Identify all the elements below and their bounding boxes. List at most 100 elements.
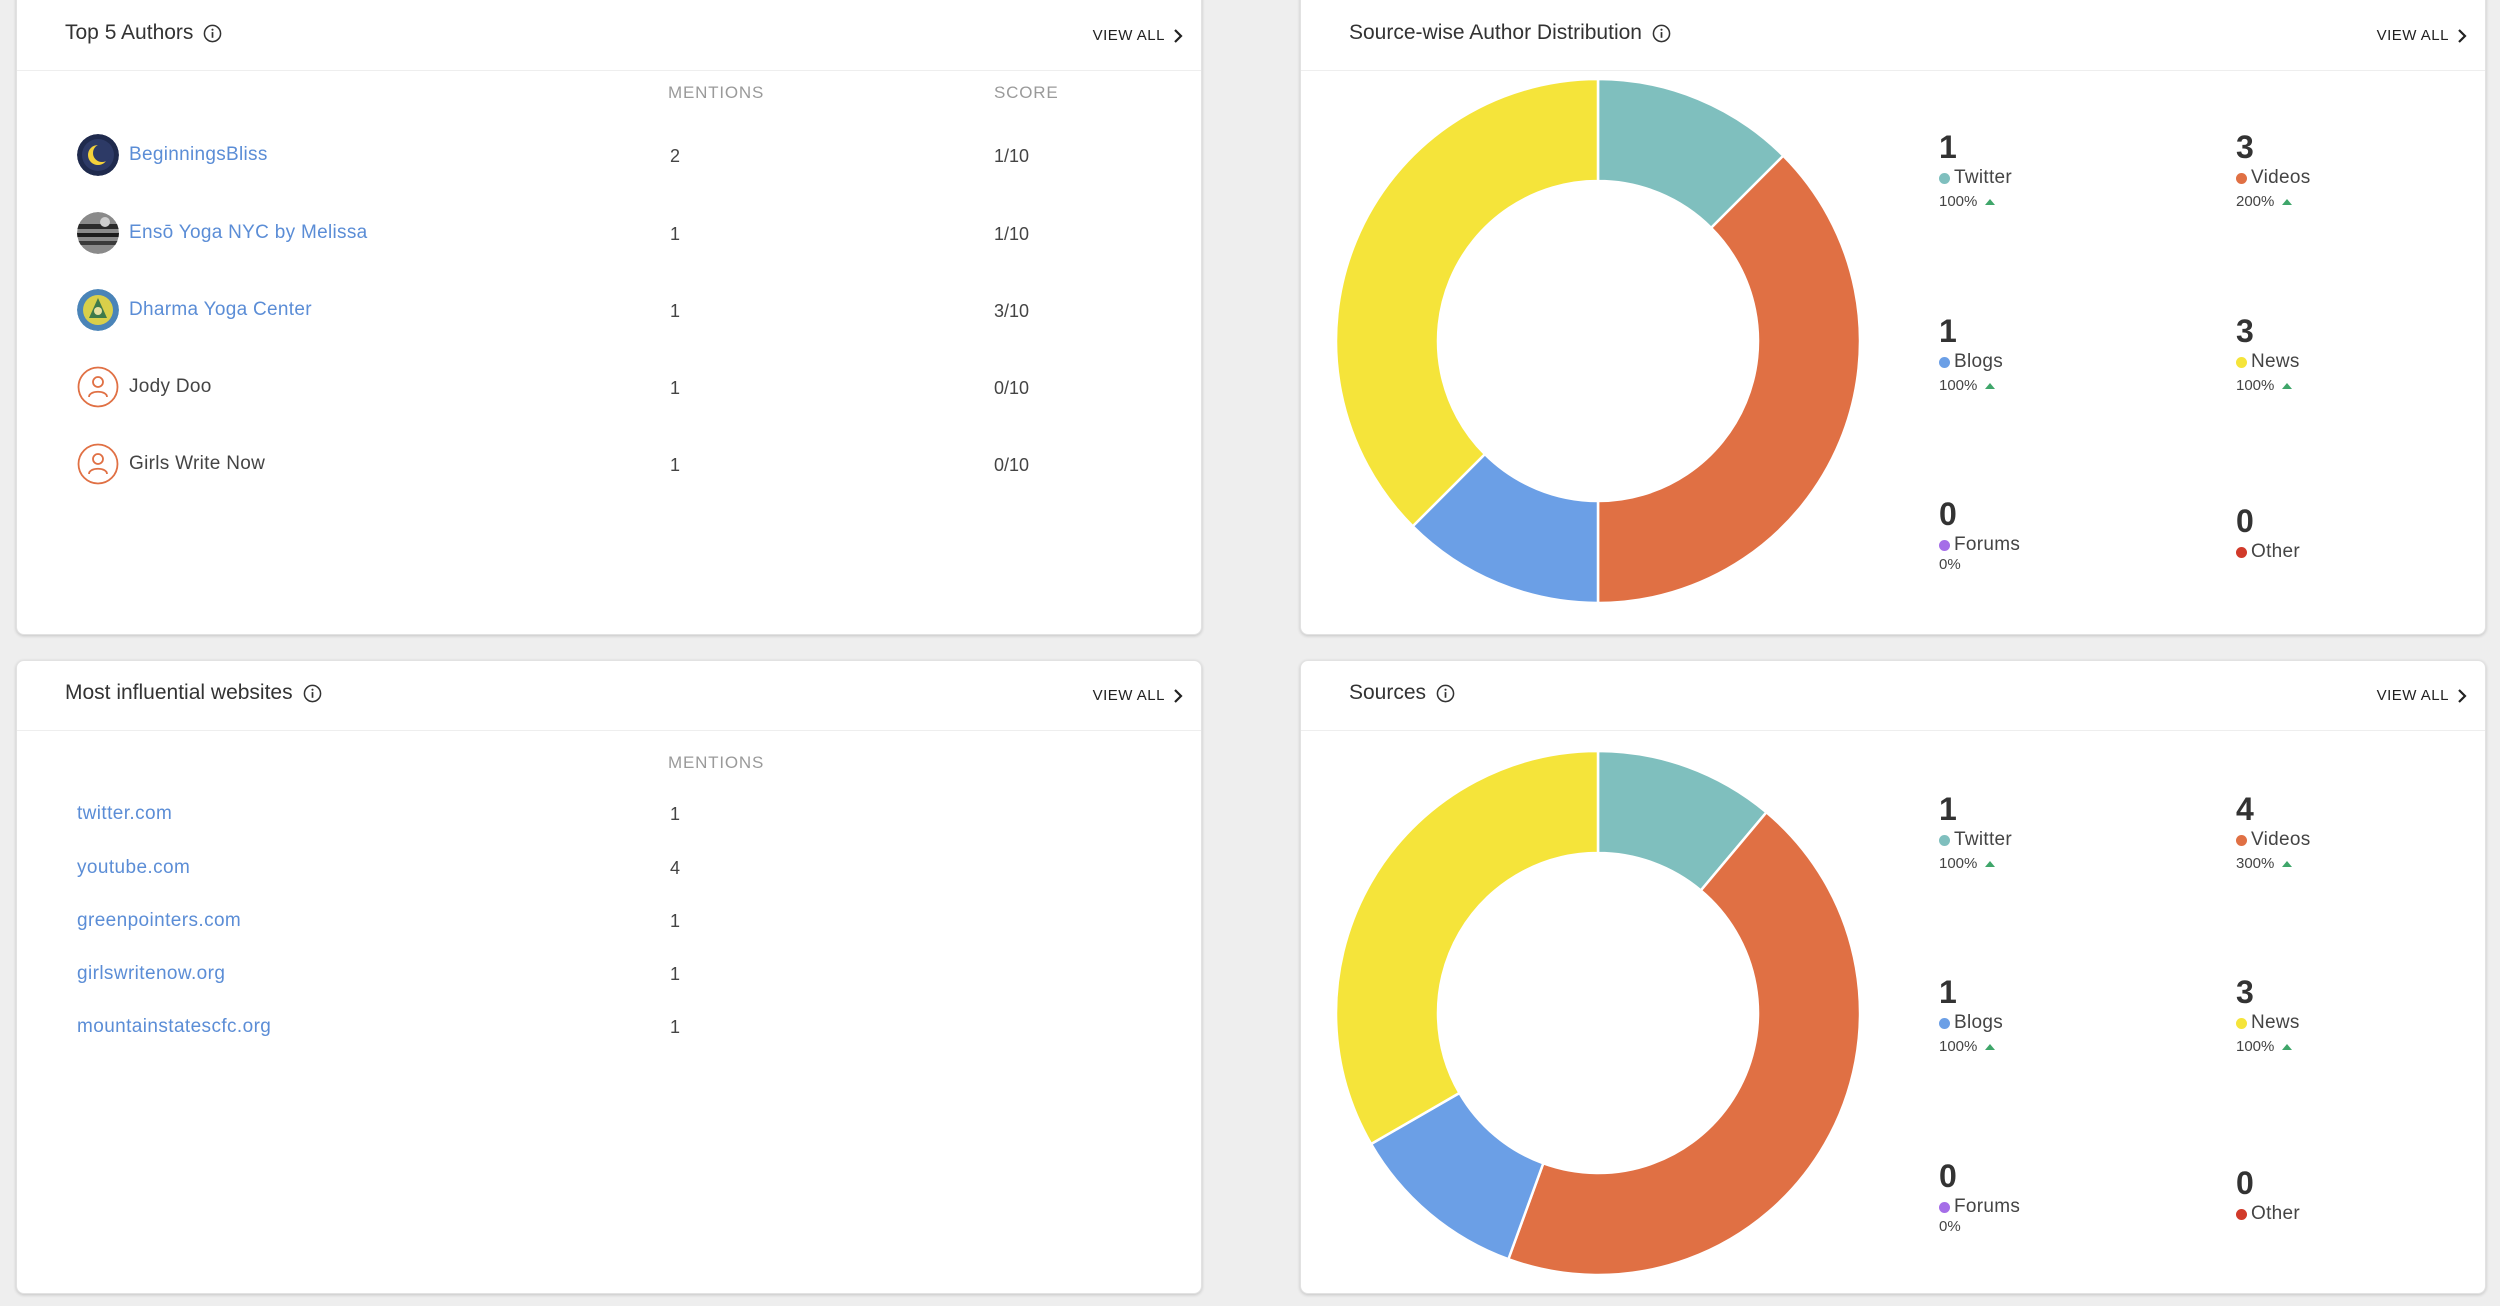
forums-dot-icon <box>1939 539 1950 551</box>
card-header: Sources VIEW ALL <box>1301 661 2485 731</box>
legend-label: Blogs <box>1954 351 2004 372</box>
legend-percent: 100% <box>1939 193 1978 210</box>
author-distribution-card: Source-wise Author Distribution VIEW ALL… <box>1300 0 2486 635</box>
author-mentions: 1 <box>670 224 681 244</box>
view-all-button[interactable]: VIEW ALL <box>1093 687 1183 704</box>
info-icon[interactable] <box>1436 684 1455 703</box>
chevron-right-icon <box>2458 28 2467 43</box>
influential-websites-card: Most influential websites VIEW ALL MENTI… <box>16 660 1202 1294</box>
legend-percent: 0% <box>1939 1218 1961 1235</box>
author-score: 3/10 <box>994 301 1030 321</box>
donut-slice-videos[interactable] <box>1596 153 1862 605</box>
info-icon[interactable] <box>303 684 322 703</box>
photo-avatar <box>77 212 119 254</box>
website-link[interactable]: youtube.com <box>77 857 191 878</box>
trend-up-icon <box>1985 1043 1996 1050</box>
legend-item-twitter: 1 Twitter 100% <box>1939 129 2139 210</box>
table-row[interactable]: BeginningsBliss <box>77 134 268 176</box>
author-distribution-title: Source-wise Author Distribution <box>1349 21 1642 44</box>
trend-up-icon <box>2282 860 2293 867</box>
chevron-right-icon <box>1174 28 1183 43</box>
legend-item-forums: 0 Forums 0% <box>1939 1158 2139 1235</box>
author-score: 1/10 <box>994 146 1030 166</box>
news-dot-icon <box>2236 1017 2247 1029</box>
legend-item-videos: 3 Videos 200% <box>2236 129 2436 210</box>
legend-percent: 100% <box>1939 855 1978 872</box>
trend-up-icon <box>2282 1043 2293 1050</box>
top-authors-title: Top 5 Authors <box>65 21 194 44</box>
table-row[interactable]: Ensō Yoga NYC by Melissa <box>77 212 368 254</box>
legend-value: 0 <box>1939 496 1957 532</box>
legend-label: Twitter <box>1954 829 2013 850</box>
website-link[interactable]: greenpointers.com <box>77 910 242 931</box>
legend-item-twitter: 1 Twitter 100% <box>1939 791 2139 872</box>
legend-percent: 300% <box>2236 855 2275 872</box>
author-link[interactable]: Ensō Yoga NYC by Melissa <box>129 222 368 243</box>
legend-value: 3 <box>2236 313 2254 349</box>
score-column-header: SCORE <box>994 83 1059 102</box>
person-icon <box>77 366 119 408</box>
author-name: Girls Write Now <box>129 453 266 474</box>
card-title: Top 5 Authors <box>65 21 222 45</box>
legend-percent: 100% <box>2236 377 2275 394</box>
mentions-column-header: MENTIONS <box>668 83 765 102</box>
moon-logo-avatar <box>77 134 119 176</box>
donut-chart <box>1334 749 1862 1277</box>
legend-label: Other <box>2251 541 2301 562</box>
author-score: 0/10 <box>994 455 1030 475</box>
author-score: 0/10 <box>994 378 1030 398</box>
legend-value: 0 <box>2236 1165 2254 1201</box>
other-dot-icon <box>2236 1208 2247 1220</box>
trend-up-icon <box>1985 198 1996 205</box>
legend-label: Blogs <box>1954 1012 2004 1033</box>
donut-slice-videos[interactable] <box>1506 810 1862 1277</box>
trend-up-icon <box>2282 382 2293 389</box>
legend-label: Videos <box>2251 829 2311 850</box>
legend-label: Other <box>2251 1203 2301 1224</box>
table-row[interactable]: Jody Doo <box>77 366 212 408</box>
legend-label: News <box>2251 1012 2300 1033</box>
legend-item-other: 0 Other <box>2236 503 2436 563</box>
table-row[interactable]: Dharma Yoga Center <box>77 289 312 331</box>
legend-item-other: 0 Other <box>2236 1165 2436 1225</box>
info-icon[interactable] <box>203 24 222 43</box>
legend-label: Forums <box>1954 534 2021 555</box>
website-mentions: 1 <box>670 804 681 824</box>
donut-slice-news[interactable] <box>1334 749 1600 1146</box>
legend-percent: 200% <box>2236 193 2275 210</box>
view-all-button[interactable]: VIEW ALL <box>2377 27 2467 44</box>
view-all-button[interactable]: VIEW ALL <box>1093 27 1183 44</box>
websites-title: Most influential websites <box>65 681 293 704</box>
card-header: Most influential websites VIEW ALL <box>17 661 1201 731</box>
emblem-avatar <box>77 289 119 331</box>
chevron-right-icon <box>1174 688 1183 703</box>
legend-item-blogs: 1 Blogs 100% <box>1939 974 2139 1055</box>
card-header: Source-wise Author Distribution VIEW ALL <box>1301 1 2485 71</box>
legend-label: News <box>2251 351 2300 372</box>
card-title: Sources <box>1349 681 1455 705</box>
view-all-label: VIEW ALL <box>1092 687 1165 704</box>
twitter-dot-icon <box>1939 172 1950 184</box>
legend-value: 1 <box>1939 313 1957 349</box>
website-link[interactable]: twitter.com <box>77 803 173 824</box>
donut-slice-news[interactable] <box>1334 77 1600 529</box>
website-mentions: 4 <box>670 858 681 878</box>
website-mentions: 1 <box>670 1017 681 1037</box>
info-icon[interactable] <box>1652 24 1671 43</box>
author-link[interactable]: BeginningsBliss <box>129 144 268 165</box>
mentions-column-header: MENTIONS <box>668 753 765 772</box>
legend-value: 3 <box>2236 974 2254 1010</box>
author-mentions: 1 <box>670 455 681 475</box>
trend-up-icon <box>2282 198 2293 205</box>
view-all-button[interactable]: VIEW ALL <box>2377 687 2467 704</box>
blogs-dot-icon <box>1939 1017 1950 1029</box>
website-link[interactable]: girlswritenow.org <box>77 963 226 984</box>
author-link[interactable]: Dharma Yoga Center <box>129 299 312 320</box>
table-row[interactable]: Girls Write Now <box>77 443 265 485</box>
website-link[interactable]: mountainstatescfc.org <box>77 1016 272 1037</box>
chevron-right-icon <box>2458 688 2467 703</box>
legend-percent: 100% <box>1939 1038 1978 1055</box>
website-mentions: 1 <box>670 911 681 931</box>
website-mentions: 1 <box>670 964 681 984</box>
legend-value: 1 <box>1939 129 1957 165</box>
